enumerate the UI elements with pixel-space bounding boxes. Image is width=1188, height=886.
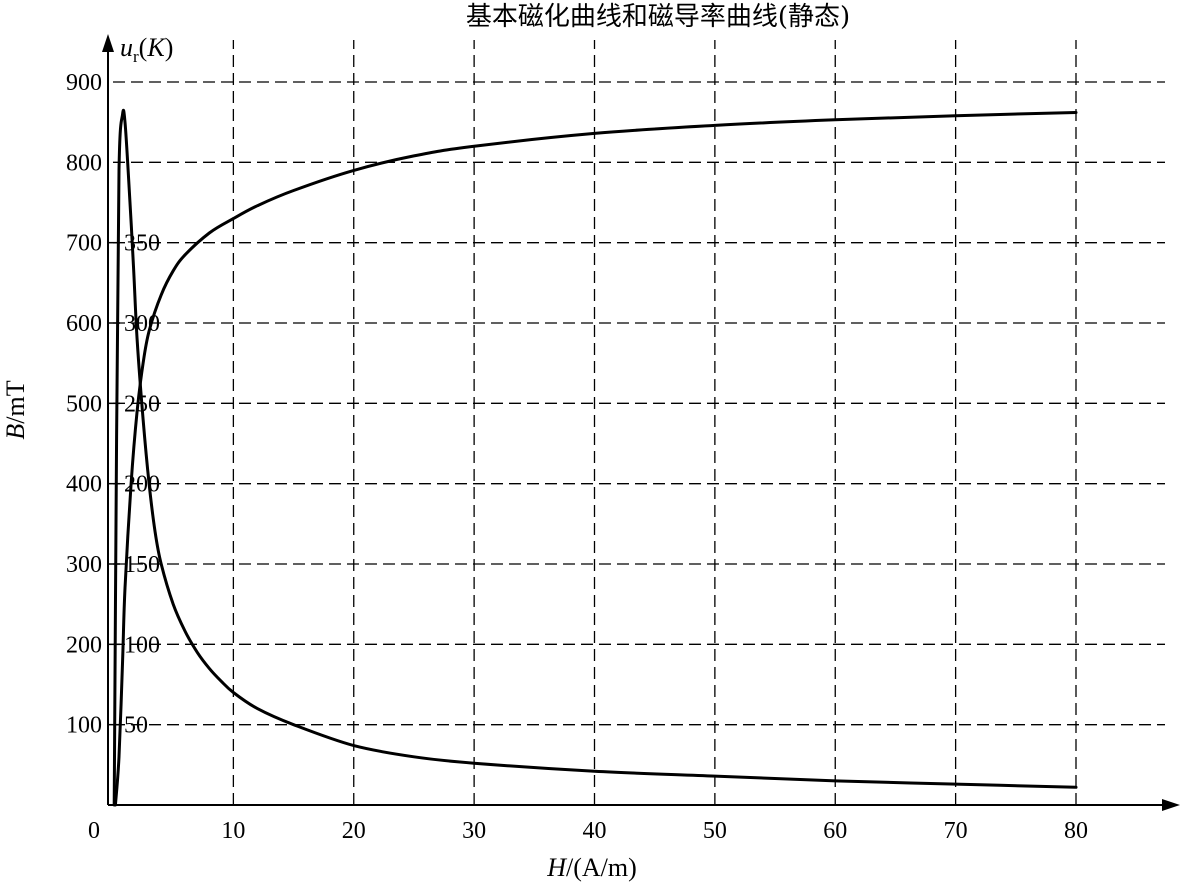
y-tick-label-8: 900 [66,70,102,96]
x-tick-label-0: 0 [88,818,100,844]
y2-tick-label-2: 150 [124,552,160,578]
y2-axis-label: ur(K) [120,33,173,66]
y-axis-label: B/mT [1,380,30,439]
x-axis-label: H/(A/m) [546,853,637,882]
x-tick-label-4: 40 [583,818,607,844]
y-tick-label-0: 100 [66,713,102,739]
curves [112,108,1078,807]
y2-tick-label-1: 100 [124,632,160,658]
y-tick-label-3: 400 [66,472,102,498]
x-tick-label-7: 70 [944,818,968,844]
x-axis-arrow [1162,799,1180,811]
series-b-curve [113,111,1078,807]
y-tick-label-7: 800 [66,150,102,176]
y-tick-label-2: 300 [66,552,102,578]
x-tick-label-8: 80 [1064,818,1088,844]
x-tick-label-6: 60 [823,818,847,844]
y-tick-label-1: 200 [66,632,102,658]
x-tick-label-1: 10 [221,818,245,844]
x-tick-labels: 0 10 20 30 40 50 60 70 80 [88,818,1088,844]
y2-tick-label-0: 50 [124,713,148,739]
series-ur-curve [112,108,1078,807]
x-tick-label-2: 20 [342,818,366,844]
y-axis-arrow [102,34,114,52]
y-tick-label-6: 700 [66,231,102,257]
x-tick-label-3: 30 [462,818,486,844]
y-tick-label-4: 500 [66,391,102,417]
y-tick-labels: 100 200 300 400 500 600 700 800 900 [66,70,102,739]
grid [113,40,1165,805]
y-tick-label-5: 600 [66,311,102,337]
x-tick-label-5: 50 [703,818,727,844]
y2-tick-label-6: 350 [124,231,160,257]
axes [102,34,1180,811]
chart-title: 基本磁化曲线和磁导率曲线(静态) [466,2,850,32]
